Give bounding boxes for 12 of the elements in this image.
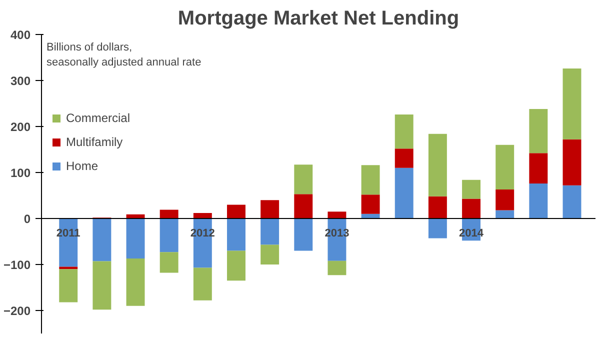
legend-label: Multifamily [66,135,123,149]
legend-label: Home [66,159,98,173]
y-tick-label: 200 [10,120,31,134]
y-tick-label: −100 [3,258,31,272]
y-tick-label: 400 [10,28,31,42]
y-tick-label: 300 [10,74,31,88]
chart-title: Mortgage Market Net Lending [178,8,460,30]
legend-label: Commercial [66,111,130,125]
y-tick-label: 100 [10,166,31,180]
y-tick-label: −200 [3,304,31,318]
y-tick-label: 0 [24,212,31,226]
text: Billions of dollars, seasonally adjusted annual rate [46,42,202,68]
